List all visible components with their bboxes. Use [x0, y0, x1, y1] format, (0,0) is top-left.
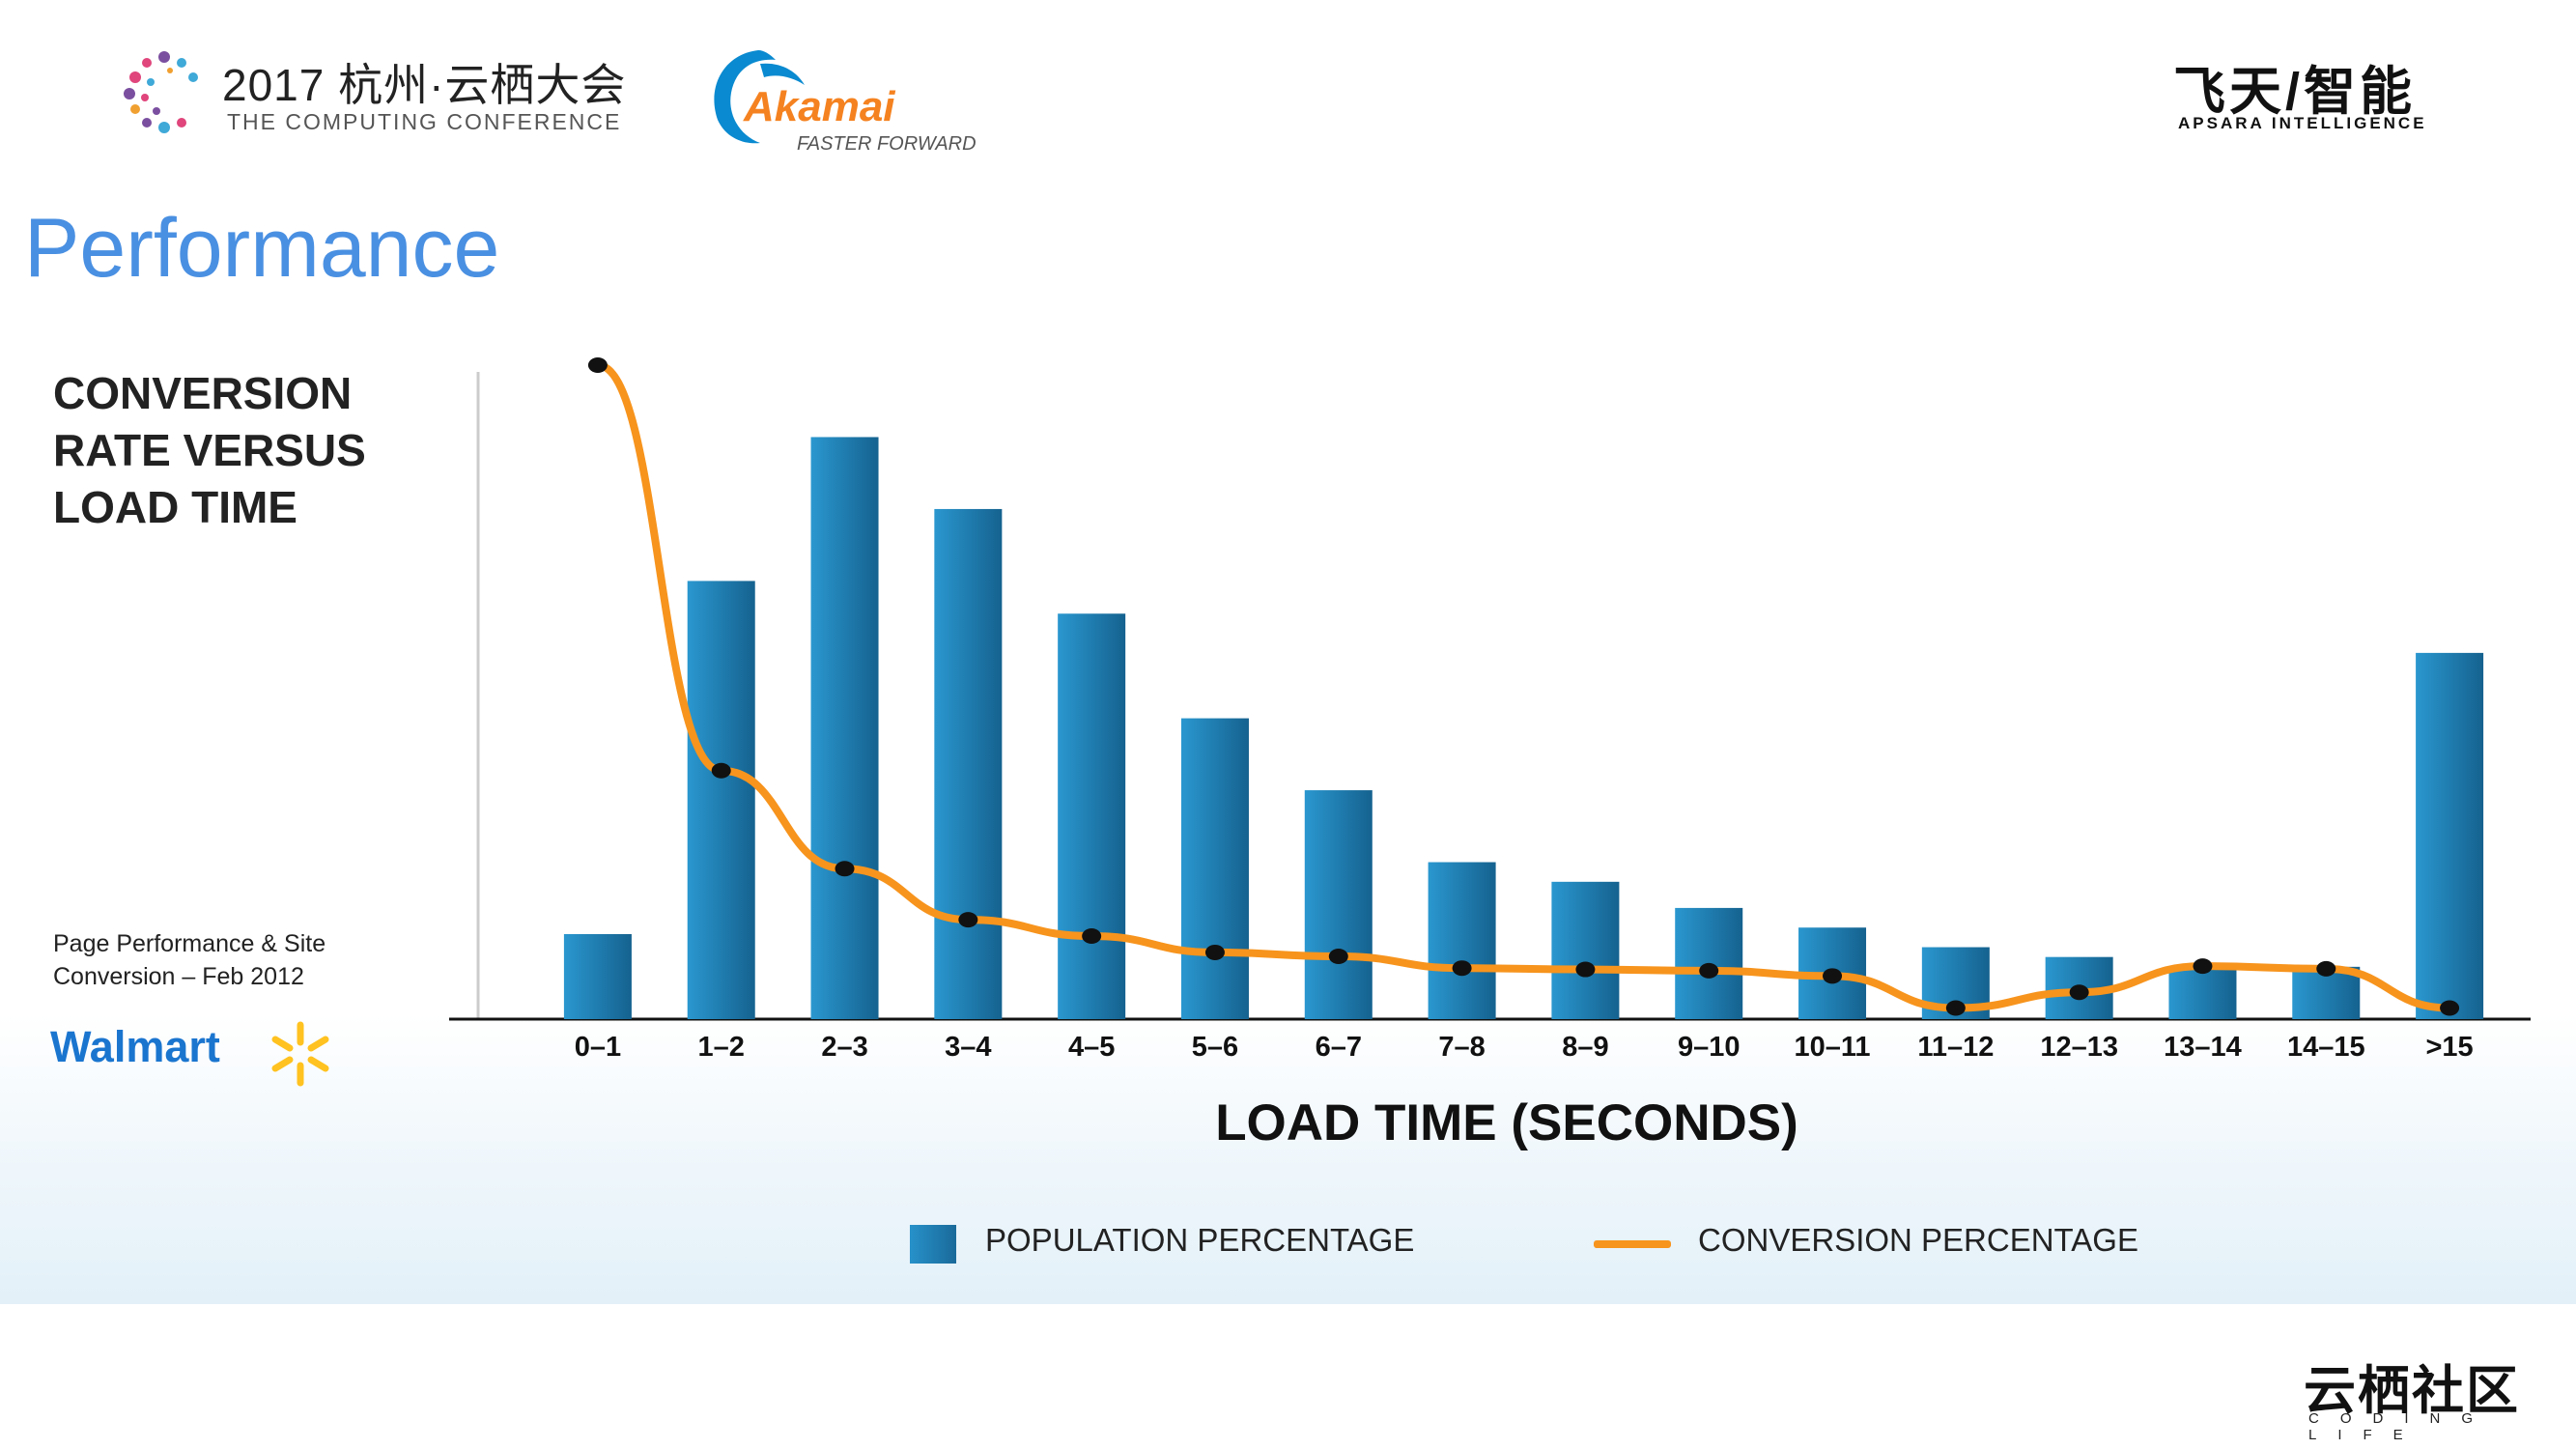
x-tick-label: 12–13 [2040, 1032, 2118, 1063]
conversion-point-8–9 [1575, 961, 1596, 978]
walmart-logo-text: Walmart [50, 1022, 220, 1071]
conversion-point-2–3 [835, 861, 855, 877]
conversion-point-13–14 [2193, 958, 2213, 975]
x-tick-label: 3–4 [945, 1032, 991, 1063]
legend-label-conversion: CONVERSION PERCENTAGE [1698, 1222, 2138, 1258]
legend-swatch-population [910, 1225, 956, 1264]
x-tick-label: 5–6 [1192, 1032, 1238, 1063]
bar-13–14 [2168, 966, 2237, 1019]
conference-title: 2017 杭州·云栖大会 [222, 60, 627, 110]
conversion-point-12–13 [2069, 984, 2089, 1001]
x-tick-label: 13–14 [2164, 1032, 2242, 1063]
legend-label-population: POPULATION PERCENTAGE [985, 1222, 1415, 1258]
x-tick-label: >15 [2425, 1032, 2473, 1063]
x-tick-label: 2–3 [821, 1032, 867, 1063]
conversion-point-6–7 [1328, 949, 1348, 965]
conversion-point-5–6 [1204, 944, 1225, 960]
x-tick-label: 1–2 [698, 1032, 745, 1063]
x-tick-label: 0–1 [575, 1032, 621, 1063]
x-tick-label: 11–12 [1917, 1032, 1994, 1063]
background-wave [0, 1014, 2576, 1304]
x-tick-label: 4–5 [1068, 1032, 1115, 1063]
x-tick-label: 9–10 [1678, 1032, 1741, 1063]
bar-5–6 [1180, 718, 1249, 1019]
x-tick-label: 8–9 [1562, 1032, 1608, 1063]
apsara-logo-title: 飞天/智能 [2173, 63, 2417, 121]
conversion-point-11–12 [1945, 1000, 1966, 1016]
source-note: Page Performance & Site Conversion – Feb… [53, 930, 326, 990]
bar-6–7 [1304, 790, 1373, 1019]
conversion-point-7–8 [1452, 960, 1472, 977]
conversion-point-1–2 [711, 762, 731, 779]
bar-2–3 [810, 437, 879, 1020]
bar->15 [2416, 652, 2484, 1019]
akamai-swoosh-icon [714, 50, 805, 144]
conversion-point-9–10 [1699, 962, 1719, 979]
conversion-point-3–4 [958, 912, 978, 928]
conference-subtitle: THE COMPUTING CONFERENCE [227, 109, 622, 134]
conversion-point-0–1 [587, 357, 608, 373]
legend-swatch-conversion [1594, 1240, 1671, 1248]
footer-strip [0, 1306, 2576, 1449]
x-tick-label: 14–15 [2287, 1032, 2365, 1063]
conference-logo-icon [124, 51, 198, 133]
akamai-tagline: FASTER FORWARD [797, 133, 977, 155]
bar-1–2 [687, 581, 755, 1019]
akamai-logo-text: Akamai [744, 83, 895, 130]
page-title: Performance [24, 202, 500, 295]
community-logo-title: 云栖社区 [2304, 1362, 2520, 1420]
community-logo-subtitle: CODING LIFE [2308, 1410, 2494, 1443]
x-axis-title: LOAD TIME (SECONDS) [1215, 1094, 1798, 1151]
conversion-point-14–15 [2316, 960, 2336, 977]
bar-4–5 [1058, 613, 1126, 1019]
walmart-spark-icon [271, 1021, 329, 1087]
x-tick-label: 7–8 [1438, 1032, 1485, 1063]
conversion-point-4–5 [1082, 928, 1102, 945]
bar-8–9 [1551, 881, 1620, 1019]
chart-heading: CONVERSION RATE VERSUS LOAD TIME [53, 368, 366, 532]
bar-0–1 [563, 933, 632, 1019]
apsara-logo-subtitle: APSARA INTELLIGENCE [2178, 114, 2427, 132]
bar-7–8 [1428, 862, 1496, 1019]
x-tick-label: 10–11 [1795, 1032, 1871, 1063]
bar-3–4 [934, 508, 1003, 1019]
conversion-point-10–11 [1823, 968, 1843, 984]
conversion-point->15 [2440, 1000, 2460, 1016]
x-tick-label: 6–7 [1316, 1032, 1362, 1063]
